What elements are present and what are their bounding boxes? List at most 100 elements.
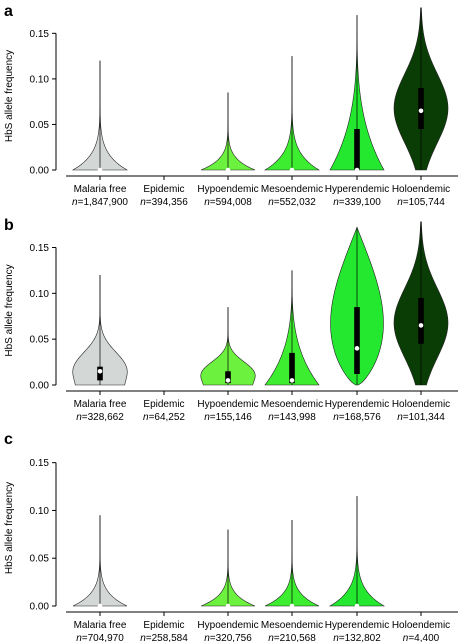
sample-size-n: n: [333, 412, 339, 423]
violin-median-point: [289, 378, 295, 383]
sample-size-value: =1,847,900: [78, 197, 129, 208]
sample-size-label: n=143,998: [268, 412, 316, 423]
y-tick-label: 0.00: [30, 381, 50, 392]
category-label: Malaria free: [74, 184, 127, 195]
sample-size-value: =339,100: [339, 197, 381, 208]
sample-size-n: n: [204, 633, 210, 642]
sample-size-n: n: [140, 197, 146, 208]
sample-size-label: n=1,847,900: [72, 197, 128, 208]
sample-size-label: n=328,662: [76, 412, 124, 423]
sample-size-value: =320,756: [210, 633, 252, 642]
violin-iqr-box: [225, 371, 231, 384]
sample-size-label: n=258,584: [140, 633, 188, 642]
violin-median-point: [97, 368, 103, 374]
category-label: Malaria free: [74, 399, 127, 410]
violin-median-point: [225, 603, 231, 609]
y-axis-title: HbS allele frequency: [4, 50, 15, 142]
violin-median-point: [354, 346, 360, 351]
sample-size-n: n: [143, 412, 149, 423]
violin-median-point: [225, 378, 231, 383]
violin-median-point: [354, 603, 360, 609]
violin-median-point: [97, 167, 103, 173]
y-tick-label: 0.05: [30, 554, 50, 565]
category-label: Hyperendemic: [325, 184, 389, 195]
sample-size-n: n: [204, 412, 210, 423]
sample-size-n: n: [403, 633, 409, 642]
sample-size-value: =4,400: [408, 633, 439, 642]
sample-size-label: n=64,252: [143, 412, 185, 423]
y-tick-label: 0.10: [30, 506, 50, 517]
sample-size-n: n: [72, 197, 78, 208]
sample-size-label: n=105,744: [397, 197, 445, 208]
sample-size-n: n: [397, 412, 403, 423]
category-label: Mesoendemic: [261, 620, 323, 631]
sample-size-value: =105,744: [403, 197, 445, 208]
sample-size-value: =101,344: [403, 412, 445, 423]
category-label: Hypoendemic: [197, 620, 258, 631]
y-axis-title: HbS allele frequency: [4, 482, 15, 574]
panel-label-c: c: [4, 431, 13, 448]
category-label: Epidemic: [143, 620, 184, 631]
sample-size-label: n=704,970: [76, 633, 124, 642]
sample-size-label: n=552,032: [268, 197, 316, 208]
y-tick-label: 0.00: [30, 166, 50, 177]
sample-size-value: =155,146: [210, 412, 252, 423]
category-label: Hyperendemic: [325, 620, 389, 631]
violin-median-point: [225, 167, 231, 173]
violin-iqr-box: [354, 129, 360, 170]
y-tick-label: 0.15: [30, 243, 50, 254]
sample-size-value: =594,008: [210, 197, 252, 208]
sample-size-n: n: [76, 412, 82, 423]
sample-size-label: n=4,400: [403, 633, 440, 642]
sample-size-value: =328,662: [82, 412, 124, 423]
sample-size-value: =132,802: [339, 633, 381, 642]
sample-size-n: n: [268, 633, 274, 642]
violin-iqr-box: [354, 307, 360, 374]
sample-size-label: n=101,344: [397, 412, 445, 423]
y-tick-label: 0.00: [30, 602, 50, 613]
sample-size-n: n: [268, 197, 274, 208]
category-label: Malaria free: [74, 620, 127, 631]
violin-median-point: [289, 603, 295, 609]
y-tick-label: 0.05: [30, 120, 50, 131]
sample-size-value: =168,576: [339, 412, 381, 423]
sample-size-n: n: [204, 197, 210, 208]
sample-size-label: n=320,756: [204, 633, 252, 642]
category-label: Hypoendemic: [197, 399, 258, 410]
category-label: Holoendemic: [392, 184, 450, 195]
y-tick-label: 0.10: [30, 74, 50, 85]
violin-median-point: [354, 167, 360, 173]
violin-iqr-box: [418, 297, 424, 344]
violin-median-point: [97, 603, 103, 609]
sample-size-label: n=168,576: [333, 412, 381, 423]
sample-size-value: =64,252: [149, 412, 186, 423]
sample-size-label: n=132,802: [333, 633, 381, 642]
sample-size-value: =258,584: [146, 633, 188, 642]
sample-size-label: n=210,568: [268, 633, 316, 642]
panel-label-b: b: [4, 217, 14, 234]
sample-size-n: n: [268, 412, 274, 423]
category-label: Holoendemic: [392, 620, 450, 631]
violin-median-point: [418, 108, 424, 114]
violin-median-point: [418, 323, 424, 328]
category-label: Hypoendemic: [197, 184, 258, 195]
sample-size-n: n: [76, 633, 82, 642]
y-tick-label: 0.15: [30, 458, 50, 469]
sample-size-label: n=594,008: [204, 197, 252, 208]
sample-size-label: n=394,356: [140, 197, 188, 208]
sample-size-n: n: [333, 633, 339, 642]
y-tick-label: 0.05: [30, 335, 50, 346]
category-label: Mesoendemic: [261, 399, 323, 410]
sample-size-value: =394,356: [146, 197, 188, 208]
category-label: Mesoendemic: [261, 184, 323, 195]
y-tick-label: 0.10: [30, 289, 50, 300]
violin-iqr-box: [289, 352, 295, 384]
sample-size-value: =143,998: [274, 412, 316, 423]
violin-median-point: [289, 167, 295, 173]
category-label: Holoendemic: [392, 399, 450, 410]
y-axis-title: HbS allele frequency: [4, 264, 15, 356]
category-label: Epidemic: [143, 184, 184, 195]
sample-size-label: n=339,100: [333, 197, 381, 208]
sample-size-label: n=155,146: [204, 412, 252, 423]
